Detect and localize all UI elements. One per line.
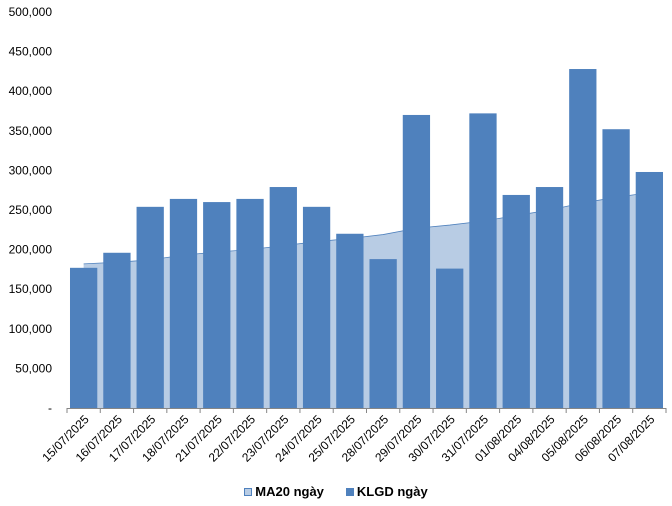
klgd-bar <box>369 259 397 408</box>
ma20-area <box>83 192 650 408</box>
y-tick-label: 50,000 <box>15 361 52 375</box>
klgd-bar <box>535 187 564 408</box>
legend-item-klgd: KLGD ngày <box>345 484 428 499</box>
y-tick-label: 250,000 <box>9 203 53 217</box>
y-axis-ticks: - 50,000 100,000 150,000 200,000 250,000 300,0… <box>9 5 53 415</box>
klgd-bar <box>302 206 331 408</box>
y-tick-label: - <box>48 401 52 415</box>
y-tick-label: 200,000 <box>9 243 53 257</box>
klgd-bar <box>169 198 198 408</box>
legend: MA20 ngày KLGD ngày <box>0 484 672 499</box>
ma20-swatch <box>244 487 253 496</box>
klgd-bar <box>203 202 231 408</box>
y-tick-label: 400,000 <box>9 84 53 98</box>
legend-label-ma20: MA20 ngày <box>255 484 324 499</box>
y-tick-label: 300,000 <box>9 163 53 177</box>
klgd-bar <box>236 198 264 408</box>
klgd-bar <box>436 268 464 408</box>
y-tick-label: 150,000 <box>9 282 53 296</box>
klgd-bar <box>69 267 98 408</box>
klgd-bar <box>269 187 297 408</box>
legend-item-ma20: MA20 ngày <box>244 484 324 499</box>
ma20-area-series <box>83 192 650 408</box>
klgd-bar <box>602 129 630 408</box>
klgd-bar <box>569 69 597 409</box>
klgd-bar <box>336 233 364 408</box>
klgd-bar <box>469 113 497 408</box>
y-tick-label: 100,000 <box>9 322 53 336</box>
legend-label-klgd: KLGD ngày <box>356 484 428 499</box>
klgd-bar <box>103 252 131 408</box>
klgd-bar <box>402 114 431 409</box>
x-axis <box>66 408 667 413</box>
y-tick-label: 350,000 <box>9 124 53 138</box>
y-tick-label: 450,000 <box>9 45 53 59</box>
klgd-swatch <box>345 487 354 496</box>
klgd-bar <box>635 171 664 408</box>
x-axis-tick-labels: 15/07/202516/07/202517/07/202518/07/2025… <box>39 412 657 465</box>
klgd-bar-series <box>69 69 664 409</box>
klgd-bar <box>502 194 530 408</box>
klgd-bar <box>136 206 164 408</box>
y-tick-label: 500,000 <box>9 5 53 19</box>
